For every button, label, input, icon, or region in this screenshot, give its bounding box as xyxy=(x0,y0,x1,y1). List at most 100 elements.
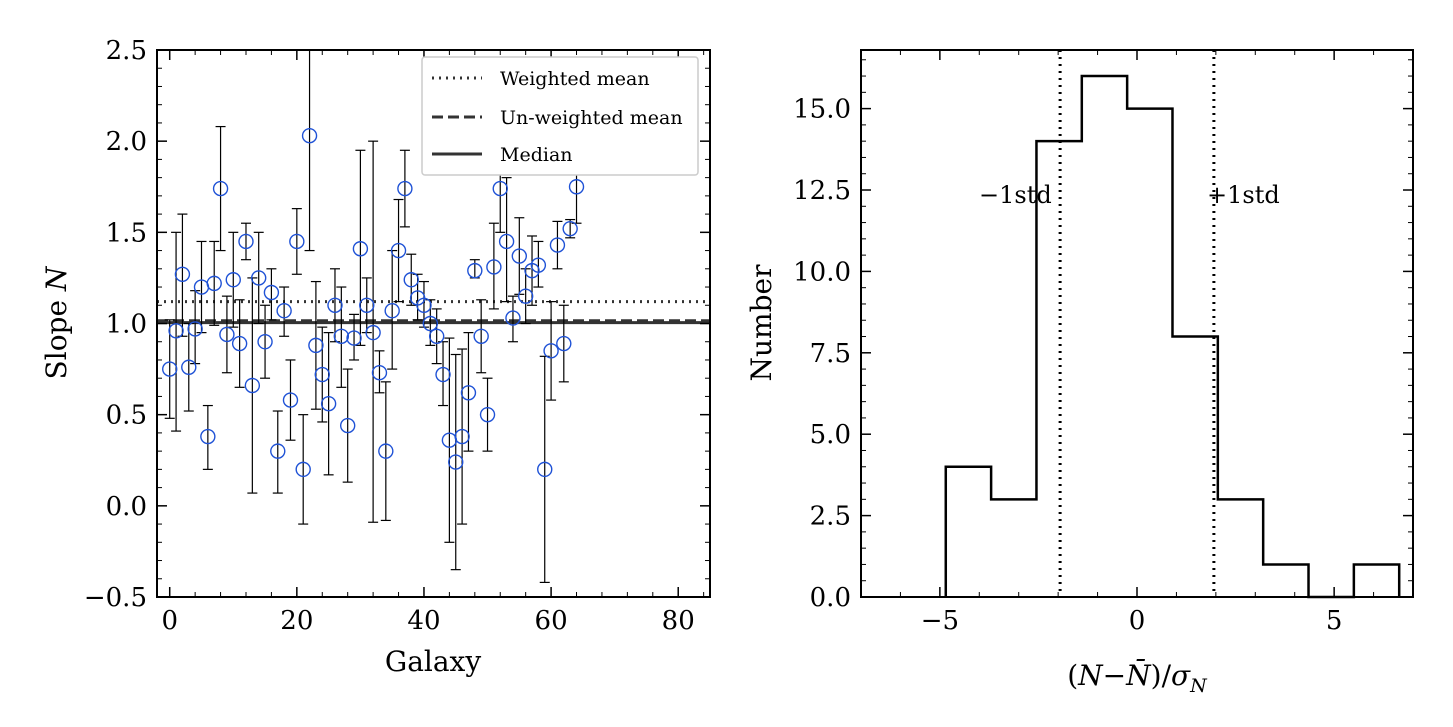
data-point xyxy=(454,428,470,445)
data-point xyxy=(537,461,553,478)
y-tick-label: 0.0 xyxy=(810,583,851,613)
data-point xyxy=(473,328,489,344)
xlabel-open: ( xyxy=(1067,659,1078,692)
data-point xyxy=(333,328,350,344)
data-point xyxy=(352,241,369,257)
data-point xyxy=(181,359,197,375)
right-axis-ticks xyxy=(860,50,1414,598)
data-point xyxy=(219,326,235,343)
data-point xyxy=(263,284,280,301)
data-point xyxy=(422,315,439,332)
data-point xyxy=(397,180,413,197)
left-x-axis-label: Galaxy xyxy=(385,645,482,678)
data-point xyxy=(301,127,318,144)
data-point xyxy=(276,303,292,319)
data-point xyxy=(225,272,241,288)
y-tick-label: 12.5 xyxy=(793,176,851,206)
data-point xyxy=(244,377,261,394)
right-histogram-panel: −5 0 5 0.0 2.5 5.0 7.5 10.0 12.5 15.0 −1std +1std… xyxy=(745,49,1414,697)
xlabel-mean: N̄ xyxy=(1125,658,1152,692)
data-point xyxy=(371,365,388,381)
data-point xyxy=(327,297,343,313)
data-point xyxy=(289,233,305,250)
y-tick-label: 2.5 xyxy=(810,502,851,532)
data-point xyxy=(359,297,375,313)
y-tick-label: 5.0 xyxy=(810,420,851,450)
right-x-axis-label: (N−N̄)/σN xyxy=(1067,658,1208,697)
data-point xyxy=(562,220,578,237)
x-tick-label: 0 xyxy=(1129,606,1146,636)
ylabel-prefix: Slope xyxy=(40,291,73,379)
data-point xyxy=(231,335,248,352)
error-bars xyxy=(164,50,582,584)
data-point xyxy=(346,330,362,346)
data-point xyxy=(270,443,286,459)
data-points xyxy=(162,127,585,478)
right-tick-labels: −5 0 5 0.0 2.5 5.0 7.5 10.0 12.5 15.0 xyxy=(793,95,1342,636)
left-y-axis-label: Slope N xyxy=(40,265,73,379)
data-point xyxy=(187,321,203,337)
legend-median: Median xyxy=(500,144,573,166)
y-tick-label: 7.5 xyxy=(810,339,851,369)
data-point xyxy=(479,406,496,423)
data-point xyxy=(365,324,381,341)
y-tick-label: 0.0 xyxy=(106,492,147,522)
data-point xyxy=(378,443,394,459)
legend-weighted-mean: Weighted mean xyxy=(500,68,650,90)
data-point xyxy=(251,270,267,286)
y-tick-label: 1.0 xyxy=(106,310,147,340)
data-point xyxy=(556,335,572,352)
data-point xyxy=(543,343,559,359)
data-point xyxy=(505,310,521,326)
data-point xyxy=(257,334,273,350)
x-tick-label: −5 xyxy=(921,606,959,636)
data-point xyxy=(162,361,178,377)
x-tick-label: 60 xyxy=(535,606,568,636)
y-tick-label: 0.5 xyxy=(106,401,147,431)
data-point xyxy=(460,385,477,401)
data-point xyxy=(238,233,254,250)
y-tick-label: 10.0 xyxy=(793,257,851,287)
xlabel-sub: N xyxy=(1189,675,1208,697)
x-tick-label: 20 xyxy=(280,606,313,636)
left-plot-frame xyxy=(156,49,711,598)
std-lines xyxy=(1058,50,1216,597)
data-point xyxy=(174,266,191,282)
legend-unweighted-mean: Un-weighted mean xyxy=(500,107,683,129)
ylabel-variable: N xyxy=(40,265,73,292)
data-point xyxy=(390,242,407,259)
reference-lines xyxy=(157,300,710,325)
data-point xyxy=(295,461,311,478)
right-plot-frame xyxy=(860,49,1414,598)
data-point xyxy=(403,272,419,288)
x-tick-label: 40 xyxy=(407,606,440,636)
data-point xyxy=(467,262,483,279)
data-point xyxy=(448,454,464,470)
xlabel-var: N xyxy=(1077,659,1104,692)
histogram-outline xyxy=(944,74,1401,599)
y-tick-label: 15.0 xyxy=(793,95,851,125)
data-point xyxy=(486,259,502,275)
data-point xyxy=(206,275,222,292)
legend-box xyxy=(421,56,699,176)
data-point xyxy=(428,328,445,344)
data-point xyxy=(549,237,566,253)
data-point xyxy=(339,417,356,434)
data-point xyxy=(314,366,330,383)
x-tick-label: 5 xyxy=(1326,606,1343,636)
data-point xyxy=(492,180,508,197)
data-point xyxy=(435,366,451,383)
legend: Weighted mean Un-weighted mean Median xyxy=(421,56,699,176)
data-point xyxy=(168,323,184,339)
plus-1std-label: +1std xyxy=(1207,181,1280,209)
xlabel-sigma: σ xyxy=(1171,659,1191,692)
left-scatter-panel: 0 20 40 60 80 −0.5 0.0 0.5 1.0 1.5 2.0 2.5 Galaxy S… xyxy=(40,36,711,678)
histogram-steps xyxy=(944,74,1401,599)
data-point xyxy=(530,257,547,273)
y-tick-label: 2.0 xyxy=(106,127,147,157)
data-point xyxy=(384,303,400,319)
data-point xyxy=(498,233,515,250)
y-tick-label: 1.5 xyxy=(106,218,147,248)
minus-1std-label: −1std xyxy=(979,181,1052,209)
